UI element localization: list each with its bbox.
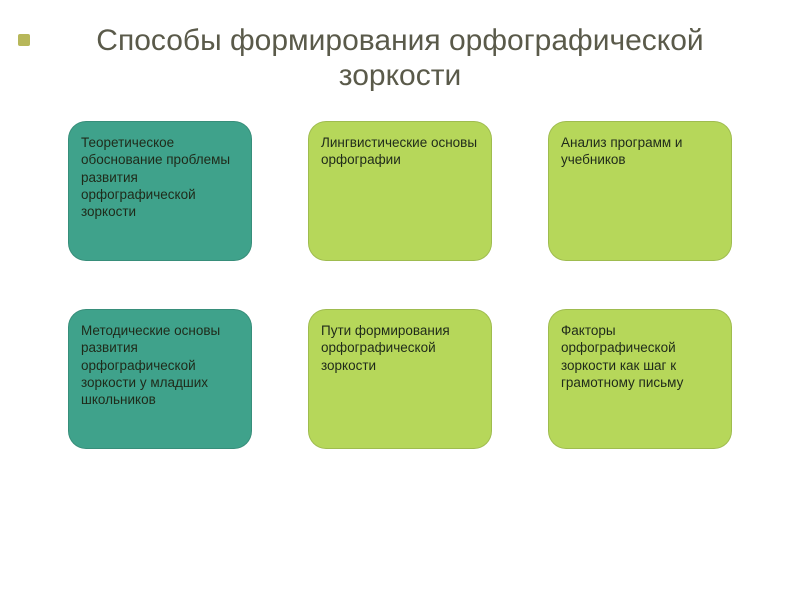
card-grid: Теоретическое обоснование проблемы разви…	[40, 121, 760, 449]
card-linguistic: Лингвистические основы орфографии	[308, 121, 492, 261]
slide: Способы формирования орфографической зор…	[0, 0, 800, 600]
card-factors: Факторы орфографической зоркости как шаг…	[548, 309, 732, 449]
card-ways: Пути формирования орфографической зоркос…	[308, 309, 492, 449]
title-bullet	[18, 34, 30, 46]
slide-title: Способы формирования орфографической зор…	[40, 24, 760, 93]
card-theory: Теоретическое обоснование проблемы разви…	[68, 121, 252, 261]
card-analysis: Анализ программ и учебников	[548, 121, 732, 261]
card-method: Методические основы развития орфографиче…	[68, 309, 252, 449]
